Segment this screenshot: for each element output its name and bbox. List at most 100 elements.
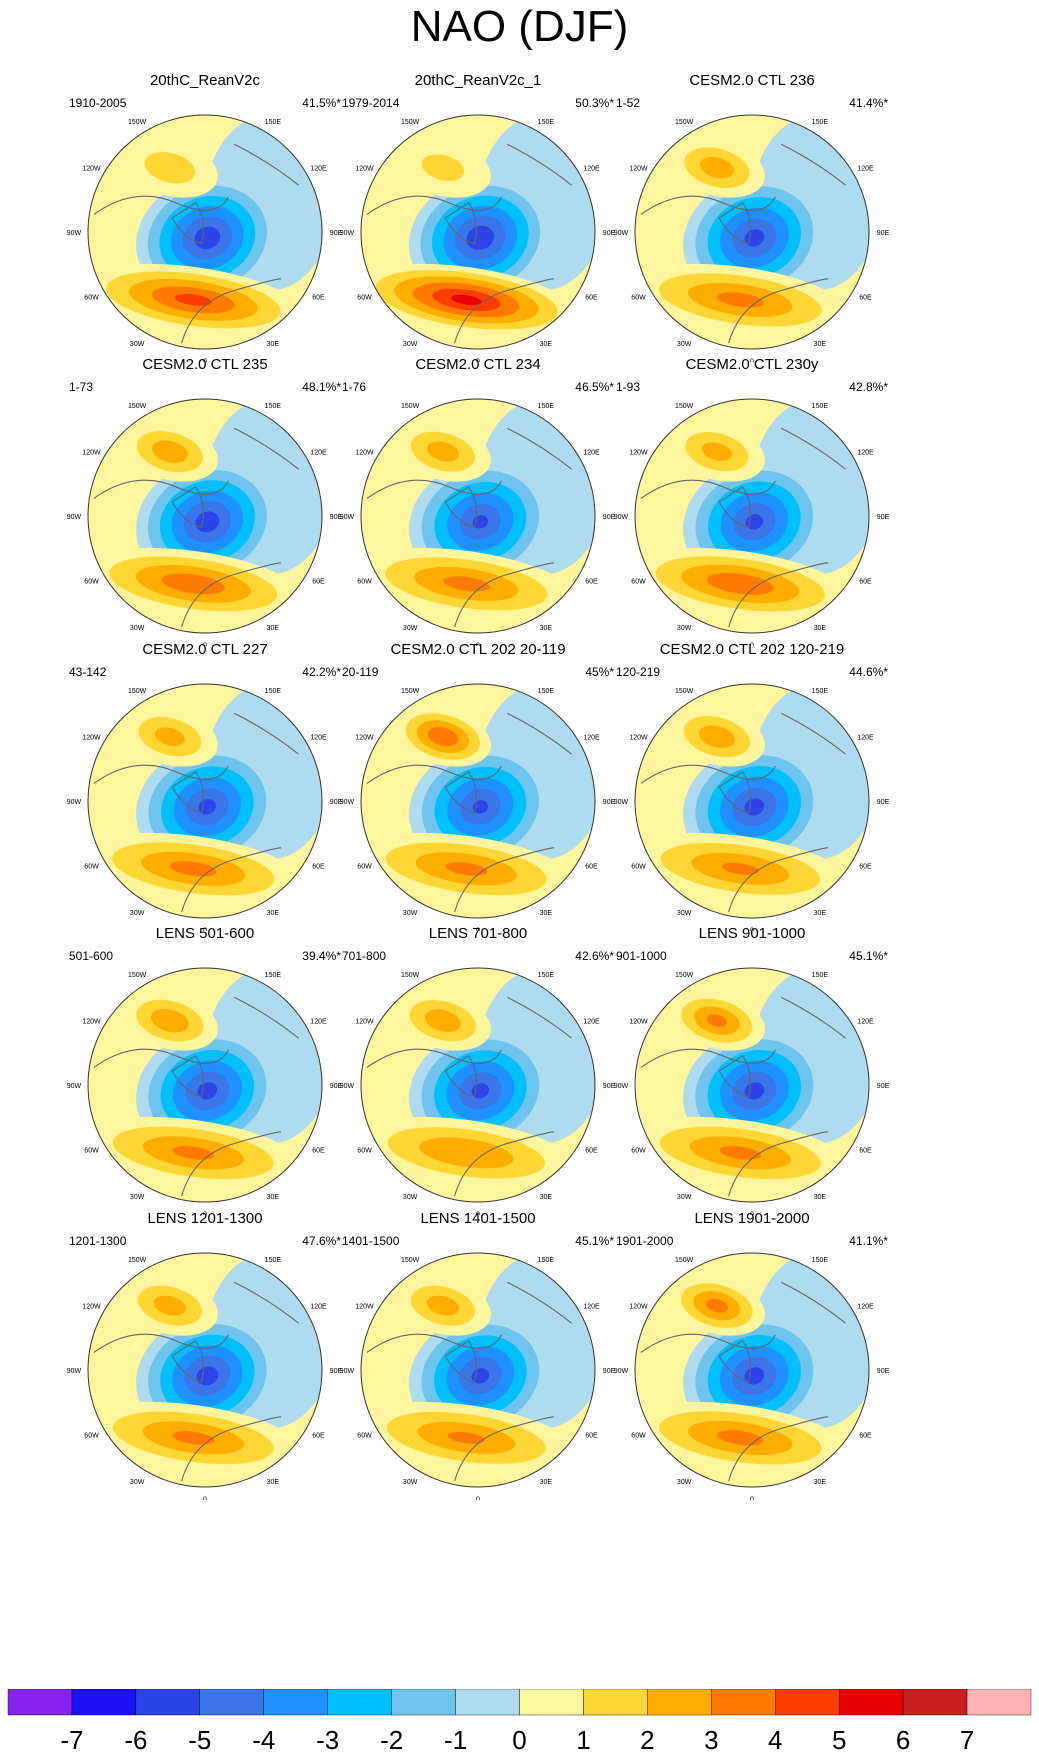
colorbar-box <box>902 1689 968 1716</box>
longitude-label: 120W <box>629 166 648 173</box>
longitude-label: 90E <box>330 1368 343 1375</box>
coast-line <box>234 1281 299 1324</box>
contour-positive <box>161 573 225 595</box>
longitude-label: 60E <box>859 1432 872 1439</box>
colorbar-box <box>838 1689 904 1716</box>
longitude-label: 150E <box>265 403 282 410</box>
longitude-label: 150E <box>538 403 555 410</box>
longitude-label: 150W <box>401 972 420 979</box>
longitude-label: 60E <box>859 294 872 301</box>
colorbar-tick-label: 6 <box>896 1725 910 1755</box>
longitude-label: 120E <box>310 735 327 742</box>
panel-variance: 42.8%* <box>849 380 888 394</box>
longitude-label: 150E <box>265 119 282 126</box>
coast-line <box>181 847 282 913</box>
longitude-label: 60E <box>585 1432 598 1439</box>
coastlines <box>93 712 299 913</box>
longitude-label: 0 <box>476 1497 480 1500</box>
panel-variance: 48.1%* <box>302 380 341 394</box>
longitude-label: 90E <box>877 799 890 806</box>
map-panel: CESM2.0 CTL 2341-7646.5%*180150E120E90E6… <box>328 356 628 656</box>
longitude-label: 60E <box>312 294 325 301</box>
contour-positive <box>426 1295 459 1316</box>
longitude-label: 60W <box>631 1147 646 1154</box>
coast-greenland <box>171 485 204 529</box>
longitude-label: 90E <box>877 1368 890 1375</box>
longitude-label: 30E <box>814 625 827 632</box>
longitude-label: 120E <box>583 450 600 457</box>
longitude-label: 150W <box>128 1257 147 1264</box>
longitude-label: 30W <box>403 1479 418 1486</box>
longitude-label: 90W <box>614 1083 629 1090</box>
longitude-label: 0 <box>203 1497 207 1500</box>
contour-positive <box>706 572 774 595</box>
panel-variance: 42.2%* <box>302 665 341 679</box>
longitude-label: 150W <box>675 403 694 410</box>
longitude-label: 60E <box>312 863 325 870</box>
coastlines <box>93 1281 299 1482</box>
panel-variance: 45.1%* <box>575 1234 614 1248</box>
longitude-label: 150E <box>812 688 829 695</box>
map-border <box>87 114 323 350</box>
page-title: NAO (DJF) <box>410 2 629 51</box>
colorbar-tick-label: 5 <box>832 1725 846 1755</box>
longitude-label: 0 <box>750 643 754 646</box>
coast-greenland <box>444 485 477 529</box>
longitude-label: 120E <box>583 735 600 742</box>
coast-line <box>366 195 502 215</box>
panel-title: LENS 1401-1500 <box>420 1210 536 1227</box>
longitude-label: 60W <box>631 863 646 870</box>
longitude-label: 0 <box>476 1212 480 1215</box>
panel-variance: 50.3%* <box>575 96 614 110</box>
contour-positive <box>701 442 732 461</box>
map-border <box>360 683 596 919</box>
colorbar-box <box>583 1689 648 1716</box>
map-border <box>360 967 596 1203</box>
longitude-label: 0 <box>476 928 480 931</box>
longitude-label: 0 <box>750 928 754 931</box>
map-border <box>87 398 323 634</box>
longitude-label: 150W <box>401 403 420 410</box>
coast-line <box>781 143 846 186</box>
map-panel: LENS 1401-15001401-150045.1%*180150E120E… <box>328 1210 628 1510</box>
longitude-label: 60W <box>84 578 99 585</box>
coast-line <box>366 1333 502 1353</box>
coast-line <box>507 996 572 1039</box>
longitude-label: 120E <box>857 450 874 457</box>
longitude-label: 120W <box>355 166 374 173</box>
map-border <box>87 967 323 1203</box>
longitude-label: 120E <box>310 1019 327 1026</box>
colorbar-tick-label: -3 <box>316 1725 339 1755</box>
coast-greenland <box>718 485 751 529</box>
longitude-label: 0 <box>750 359 754 362</box>
polar-map: 180150E120E90E60E30E030W60W90W120W150W <box>340 398 616 646</box>
coast-line <box>640 1333 776 1353</box>
longitude-label: 0 <box>750 1497 754 1500</box>
map-panel: CESM2.0 CTL 230y1-9342.8%*180150E120E90E… <box>602 356 902 656</box>
coast-line <box>181 1131 282 1197</box>
coastlines <box>366 143 572 344</box>
colorbar-box <box>711 1689 776 1716</box>
contour-negative <box>744 798 765 816</box>
longitude-label: 30W <box>403 625 418 632</box>
coast-line <box>454 278 555 344</box>
contour-positive <box>443 576 490 592</box>
map-border <box>360 1252 596 1488</box>
longitude-label: 30E <box>814 1479 827 1486</box>
colorbar-box <box>7 1689 73 1716</box>
coast-greenland <box>444 201 477 245</box>
longitude-label: 120E <box>310 1304 327 1311</box>
panel-variance: 46.5%* <box>575 380 614 394</box>
panel-period: 20-119 <box>342 665 379 679</box>
longitude-label: 120W <box>355 450 374 457</box>
longitude-label: 60W <box>357 294 372 301</box>
longitude-label: 60W <box>631 294 646 301</box>
longitude-label: 90E <box>603 1083 616 1090</box>
coast-greenland <box>444 1054 477 1098</box>
coast-line <box>234 996 299 1039</box>
longitude-label: 120E <box>857 735 874 742</box>
coast-line <box>728 847 829 913</box>
longitude-label: 120W <box>355 1304 374 1311</box>
contour-positive <box>426 441 459 462</box>
